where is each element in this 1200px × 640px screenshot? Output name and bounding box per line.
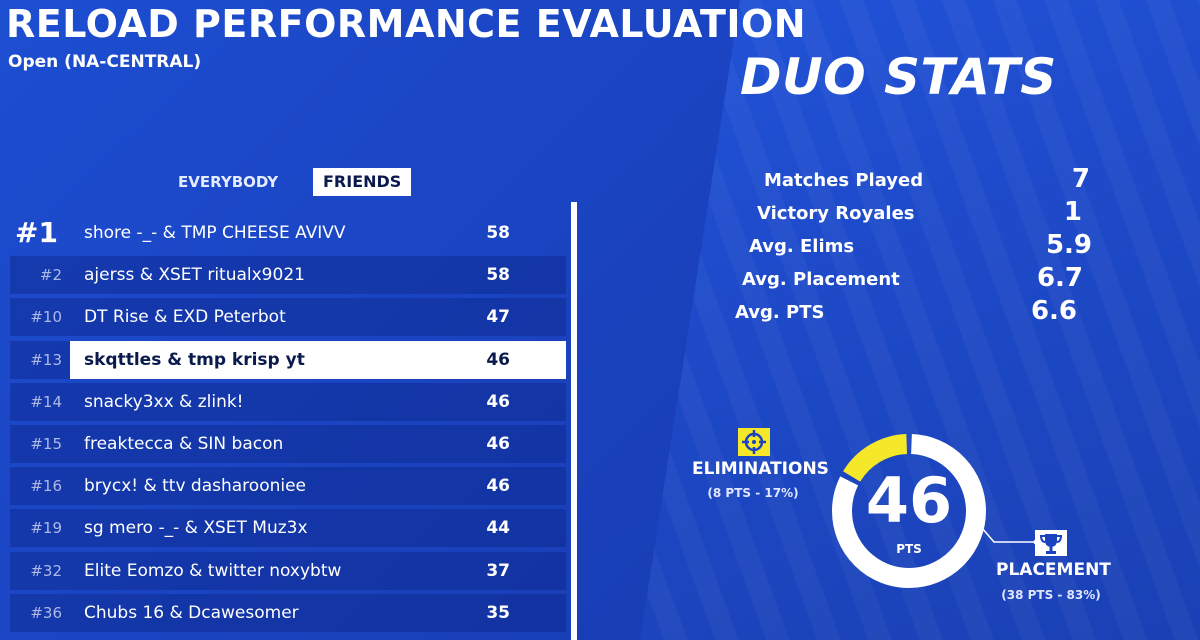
leaderboard-row[interactable]: #19 sg mero -_- & XSET Muz3x 44 <box>10 509 566 548</box>
tab-friends[interactable]: FRIENDS <box>313 168 412 196</box>
row-team-name: sg mero -_- & XSET Muz3x <box>84 518 308 539</box>
row-team-name: freaktecca & SIN bacon <box>84 433 284 454</box>
row-team-name: ajerss & XSET ritualx9021 <box>84 265 305 286</box>
row-rank: #19 <box>30 519 62 538</box>
eliminations-detail: (8 PTS - 17%) <box>707 486 799 500</box>
stat-label-avg-placement: Avg. Placement <box>742 269 900 290</box>
row-rank: #14 <box>30 392 62 411</box>
row-team-name: Chubs 16 & Dcawesomer <box>84 602 299 623</box>
row-team-name: brycx! & ttv dasharooniee <box>84 476 307 497</box>
points-donut-chart <box>832 434 986 588</box>
leaderboard-row[interactable]: #16 brycx! & ttv dasharooniee 46 <box>10 467 566 506</box>
stat-value-victory-royales: 1 <box>1063 197 1082 227</box>
placement-detail: (38 PTS - 83%) <box>1001 588 1101 602</box>
row-points: 46 <box>486 349 510 370</box>
row-team-name: DT Rise & EXD Peterbot <box>84 307 286 328</box>
leaderboard-row[interactable]: #2 ajerss & XSET ritualx9021 58 <box>10 256 566 295</box>
total-points-unit: PTS <box>896 542 922 556</box>
page-title: RELOAD PERFORMANCE EVALUATION <box>6 2 807 46</box>
leaderboard-row[interactable]: #10 DT Rise & EXD Peterbot 47 <box>10 298 566 337</box>
placement-label: PLACEMENT <box>996 560 1111 580</box>
trophy-icon <box>1035 530 1067 556</box>
row-rank: #32 <box>30 561 62 580</box>
stat-value-matches-played: 7 <box>1071 164 1090 194</box>
row-points: 58 <box>486 223 510 243</box>
row-points: 46 <box>486 433 510 454</box>
leaderboard: #1 shore -_- & TMP CHEESE AVIVV 58 #2 ajerss… <box>10 214 566 636</box>
tab-everybody[interactable]: EVERYBODY <box>178 173 279 191</box>
page-subtitle: Open (NA-CENTRAL) <box>8 52 202 72</box>
row-team-name: snacky3xx & zlink! <box>84 391 244 412</box>
leaderboard-row-current-team[interactable]: #13 skqttles & tmp krisp yt 46 <box>10 340 566 379</box>
panel-divider <box>571 202 577 640</box>
stat-label-matches-played: Matches Played <box>764 170 924 191</box>
leaderboard-row[interactable]: #36 Chubs 16 & Dcawesomer 35 <box>10 593 566 632</box>
placement-connector-line <box>981 527 1039 545</box>
stat-label-avg-pts: Avg. PTS <box>735 302 825 323</box>
row-team-name: skqttles & tmp krisp yt <box>84 349 305 370</box>
row-rank: #15 <box>30 434 62 453</box>
row-team-name: shore -_- & TMP CHEESE AVIVV <box>84 223 346 243</box>
total-points-value: 46 <box>865 464 953 537</box>
row-points: 44 <box>486 518 510 539</box>
stat-value-avg-placement: 6.7 <box>1036 263 1083 293</box>
stat-value-avg-elims: 5.9 <box>1045 230 1092 260</box>
stat-value-avg-pts: 6.6 <box>1030 296 1077 326</box>
donut-segment-placement <box>832 434 986 588</box>
leaderboard-row[interactable]: #1 shore -_- & TMP CHEESE AVIVV 58 <box>10 214 566 252</box>
row-rank: #13 <box>30 350 62 369</box>
eliminations-label: ELIMINATIONS <box>692 459 829 479</box>
row-rank: #16 <box>30 477 62 496</box>
row-team-name: Elite Eomzo & twitter noxybtw <box>84 560 342 581</box>
duo-stats-title: DUO STATS <box>740 48 1057 106</box>
leaderboard-row[interactable]: #15 freaktecca & SIN bacon 46 <box>10 424 566 463</box>
row-points: 46 <box>486 476 510 497</box>
row-points: 46 <box>486 391 510 412</box>
row-rank: #36 <box>30 603 62 622</box>
row-rank: #2 <box>39 266 62 285</box>
stat-label-victory-royales: Victory Royales <box>757 203 915 224</box>
row-points: 47 <box>486 307 510 328</box>
row-points: 58 <box>486 265 510 286</box>
stat-label-avg-elims: Avg. Elims <box>749 236 855 257</box>
row-points: 35 <box>486 602 510 623</box>
leaderboard-row[interactable]: #14 snacky3xx & zlink! 46 <box>10 382 566 421</box>
row-highlight <box>70 340 566 379</box>
crosshair-icon <box>738 428 770 456</box>
row-rank: #10 <box>30 308 62 327</box>
row-points: 37 <box>486 560 510 581</box>
leaderboard-row[interactable]: #32 Elite Eomzo & twitter noxybtw 37 <box>10 551 566 590</box>
row-rank: #1 <box>15 216 58 249</box>
